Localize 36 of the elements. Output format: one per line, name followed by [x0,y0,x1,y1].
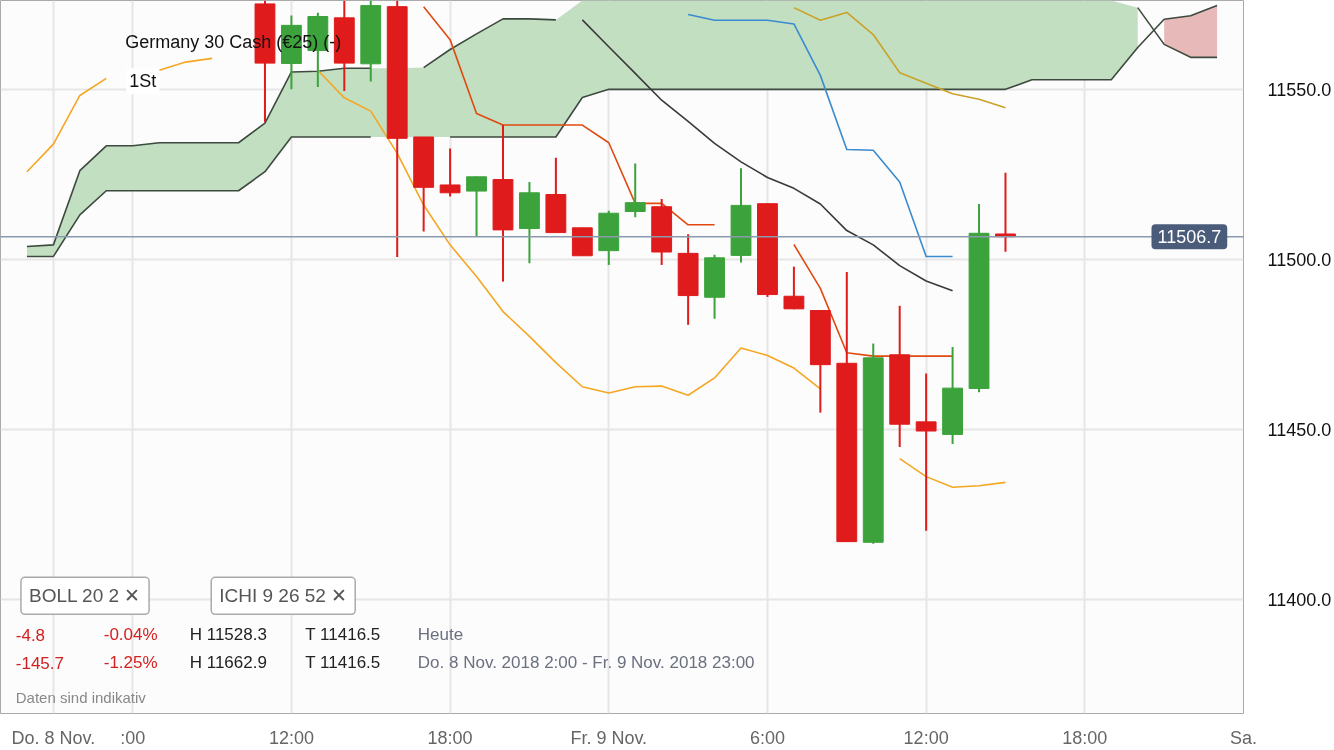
annotation: 1St [129,71,157,92]
line-series [687,13,954,258]
annotation: ICHI 9 26 52 ✕ [219,585,348,607]
annotation: T 11416.5 [305,625,381,645]
y-tick-label: 11550.0 [1267,79,1332,100]
annotation: H 11528.3 [189,625,267,645]
line-series [581,19,954,292]
x-tick-label: Do. 8 Nov. [11,727,96,748]
y-tick-label: 11400.0 [1267,590,1332,611]
annotation: -4.8 [15,625,46,645]
y-tick-label: 11500.0 [1267,249,1332,270]
x-tick-label: Sa. [1229,727,1258,748]
x-tick-label: :00 [120,727,146,748]
annotation: -1.25% [103,653,158,673]
x-tick-label: 18:00 [427,727,473,748]
x-tick-label: Fr. 9 Nov. [570,727,648,748]
annotation: H 11662.9 [189,653,267,673]
candlestick [439,147,461,198]
candlestick [915,372,937,532]
annotation: -145.7 [15,653,64,673]
annotation: Do. 8 Nov. 2018 2:00 - Fr. 9 Nov. 2018 23:00 [417,653,755,673]
y-tick-label: 11450.0 [1267,420,1332,441]
x-tick-label: 6:00 [749,727,785,748]
line-series [793,6,1007,109]
ref-line-label: 11506.7 [1157,227,1222,248]
annotation: Heute [417,625,464,645]
candlestick [783,265,805,311]
x-tick-label: 18:00 [1062,727,1108,748]
candlestick [466,175,487,238]
candlestick [624,162,646,219]
annotation: -0.04% [103,625,158,645]
x-tick-label: 12:00 [903,727,949,748]
annotation: Daten sind indikativ [15,689,147,707]
annotation: BOLL 20 2 ✕ [28,585,141,607]
annotation: T 11416.5 [305,653,381,673]
x-tick-label: 12:00 [268,727,314,748]
